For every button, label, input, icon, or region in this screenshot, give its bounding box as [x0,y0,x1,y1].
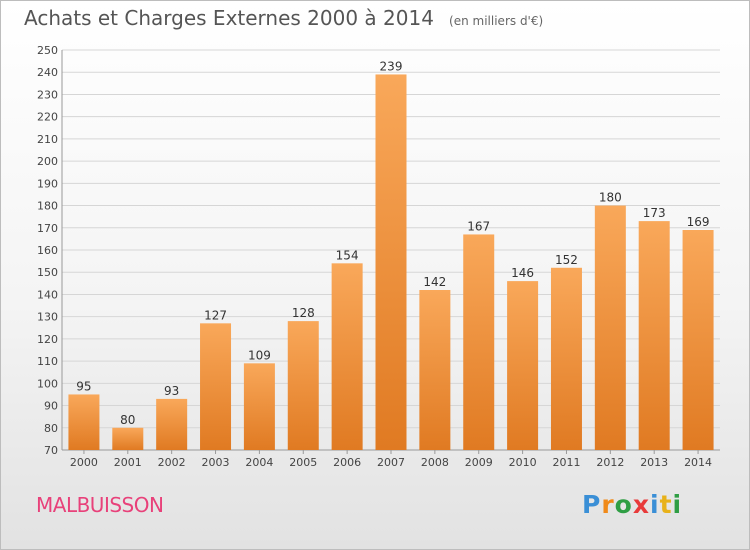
y-tick-label: 80 [44,422,58,435]
bar [200,323,232,450]
bar-value-label: 80 [120,413,135,427]
bar-value-label: 180 [599,191,622,205]
x-tick-label: 2002 [158,456,186,469]
bar-value-label: 239 [380,59,403,73]
x-tick-label: 2010 [509,456,537,469]
bar-value-label: 109 [248,348,271,362]
y-tick-label: 90 [44,400,58,413]
logo-letter: i [672,490,683,519]
chart-subtitle: (en milliers d'€) [449,14,544,28]
y-tick-label: 240 [37,66,58,79]
bar-value-label: 173 [643,206,666,220]
y-tick-label: 200 [37,155,58,168]
bar [594,205,626,450]
logo-letter: r [601,490,615,519]
bar-value-label: 95 [76,379,91,393]
bar-value-label: 154 [336,248,359,262]
y-tick-label: 190 [37,177,58,190]
x-tick-label: 2014 [684,456,712,469]
bar [638,221,670,450]
logo-letter: P [582,490,602,519]
y-tick-label: 150 [37,266,58,279]
logo-letter: x [632,490,650,519]
y-tick-label: 230 [37,88,58,101]
chart-header: Achats et Charges Externes 2000 à 2014 (… [24,6,543,30]
bar-value-label: 93 [164,384,179,398]
y-tick-label: 250 [37,44,58,57]
bar-value-label: 167 [467,219,490,233]
x-tick-label: 2003 [202,456,230,469]
x-tick-label: 2005 [289,456,317,469]
bar [507,281,539,450]
chart-title: Achats et Charges Externes 2000 à 2014 [24,6,434,30]
x-tick-label: 2001 [114,456,142,469]
bar-value-label: 169 [687,215,710,229]
x-tick-label: 2000 [70,456,98,469]
x-tick-label: 2009 [465,456,493,469]
bar [375,74,407,450]
x-tick-label: 2011 [552,456,580,469]
x-tick-label: 2012 [596,456,624,469]
x-tick-label: 2004 [245,456,273,469]
y-tick-label: 160 [37,244,58,257]
y-tick-label: 180 [37,200,58,213]
bar-value-label: 128 [292,306,315,320]
bar-value-label: 127 [204,308,227,322]
bar [287,321,319,450]
y-tick-label: 130 [37,311,58,324]
bar [463,234,495,450]
bar [331,263,363,450]
bar [156,398,188,450]
y-tick-label: 100 [37,377,58,390]
bar [682,230,714,450]
y-tick-label: 170 [37,222,58,235]
bar [243,363,275,450]
proxiti-logo: Proxiti [582,490,682,519]
logo-letter: i [650,490,660,519]
place-name: MALBUISSON [36,493,164,517]
bar-value-label: 146 [511,266,534,280]
y-tick-label: 120 [37,333,58,346]
bar-value-label: 152 [555,253,578,267]
x-tick-label: 2007 [377,456,405,469]
y-tick-label: 140 [37,288,58,301]
y-tick-label: 210 [37,133,58,146]
bar [68,394,100,450]
x-tick-label: 2013 [640,456,668,469]
bar [112,427,144,450]
y-tick-label: 220 [37,111,58,124]
bar-value-label: 142 [423,275,446,289]
bar [550,267,582,450]
logo-letter: t [659,490,673,519]
logo-letter: o [614,490,633,519]
x-tick-label: 2008 [421,456,449,469]
bar [419,290,451,450]
x-tick-label: 2006 [333,456,361,469]
y-tick-label: 110 [37,355,58,368]
y-tick-label: 70 [44,444,58,457]
